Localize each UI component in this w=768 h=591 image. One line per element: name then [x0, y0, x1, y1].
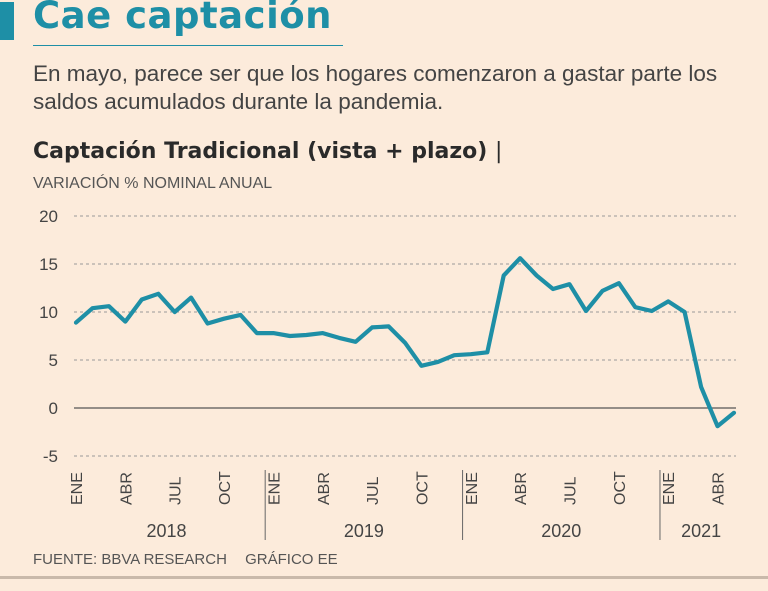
source-line: FUENTE: BBVA RESEARCH GRÁFICO EE: [33, 551, 352, 568]
y-tick-label: -5: [43, 447, 58, 466]
x-tick-label: JUL: [168, 476, 185, 505]
x-tick-label: JUL: [365, 476, 382, 505]
y-tick-label: 10: [39, 303, 58, 322]
title-accent-bar: [0, 2, 14, 40]
x-tick-label: OCT: [414, 471, 431, 505]
y-tick-label: 15: [39, 255, 58, 274]
x-tick-label: ENE: [661, 472, 678, 505]
x-tick-label: ENE: [266, 472, 283, 505]
y-tick-label: 0: [49, 399, 58, 418]
x-tick-label: ENE: [464, 472, 481, 505]
x-tick-label: ABR: [316, 472, 333, 505]
series-line: [73, 256, 737, 429]
title-underline: [33, 45, 343, 46]
source-text: FUENTE: BBVA RESEARCH: [33, 551, 227, 568]
y-tick-label: 20: [39, 207, 58, 226]
year-label: 2020: [541, 521, 581, 541]
x-tick-label: OCT: [217, 471, 234, 505]
year-label: 2021: [681, 521, 721, 541]
chart-title-separator: |: [495, 139, 503, 164]
credit-text: GRÁFICO EE: [245, 551, 338, 568]
x-tick-label: ENE: [69, 472, 86, 505]
x-tick-label: ABR: [711, 472, 728, 505]
y-tick-label: 5: [49, 351, 58, 370]
year-label: 2019: [344, 521, 384, 541]
x-tick-label: JUL: [563, 476, 580, 505]
page-title: Cae captación: [33, 0, 333, 37]
x-tick-label: ABR: [513, 472, 530, 505]
subtitle: En mayo, parece ser que los hogares come…: [33, 61, 718, 114]
x-tick-label: ABR: [118, 472, 135, 505]
chart-title-text: Captación Tradicional (vista + plazo): [33, 139, 488, 164]
year-label: 2018: [146, 521, 186, 541]
x-tick-label: OCT: [612, 471, 629, 505]
chart-title: Captación Tradicional (vista + plazo) |: [33, 139, 502, 164]
chart-units-label: VARIACIÓN % NOMINAL ANUAL: [33, 175, 273, 192]
bottom-rule: [0, 576, 768, 579]
